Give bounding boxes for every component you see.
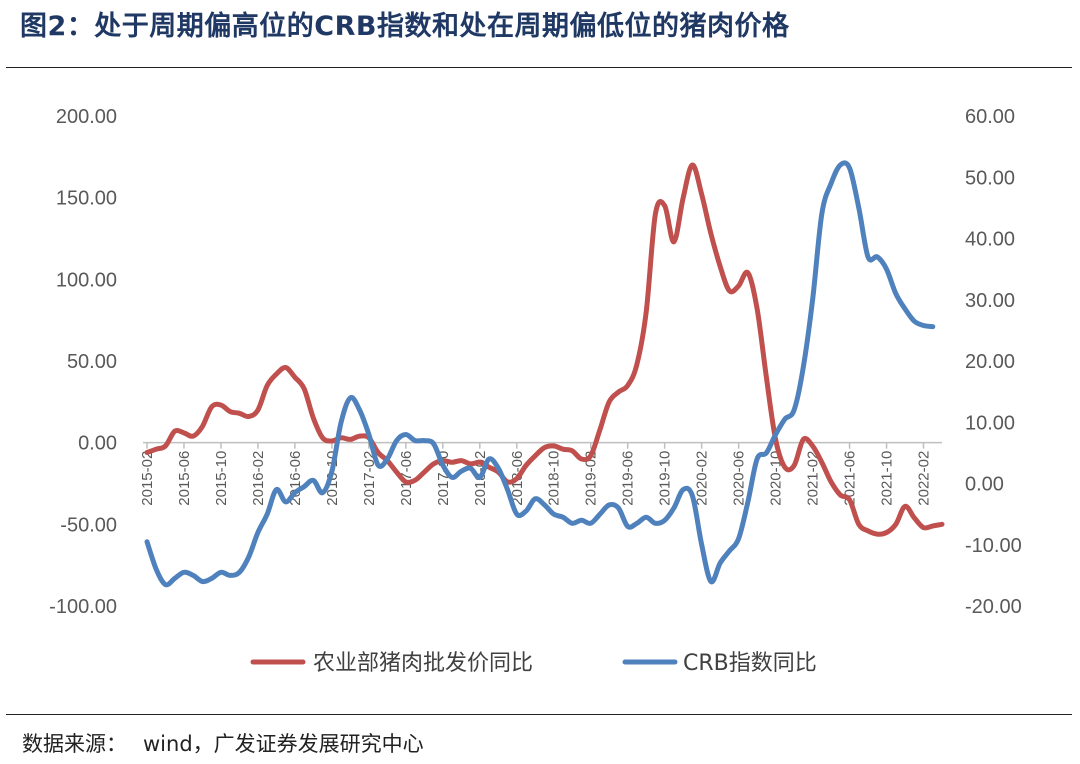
x-tick-label: 2019-06 — [620, 451, 637, 506]
right-y-tick-label: -20.00 — [965, 596, 1022, 618]
right-y-tick-label: 30.00 — [965, 290, 1015, 312]
left-y-tick-label: -100.00 — [49, 596, 117, 618]
bottom-divider — [6, 714, 1072, 715]
right-y-axis: 60.00 50.00 40.00 30.00 20.00 10.00 0.00 -10.00… — [965, 106, 1022, 618]
series-layer — [144, 160, 945, 588]
right-y-tick-label: -10.00 — [965, 535, 1022, 557]
chart-title: 图2：处于周期偏高位的CRB指数和处在周期偏低位的猪肉价格 — [20, 11, 790, 42]
right-y-tick-label: 60.00 — [965, 106, 1015, 128]
x-tick-label: 2017-06 — [398, 451, 415, 506]
left-y-tick-label: 200.00 — [56, 106, 117, 128]
x-tick-label: 2022-02 — [916, 451, 933, 506]
series-line-pork — [144, 162, 945, 537]
x-tick-label: 2018-10 — [546, 451, 563, 506]
x-tick-label: 2019-10 — [657, 451, 674, 506]
x-tick-label: 2015-06 — [176, 451, 193, 506]
series-line-crb — [144, 160, 936, 588]
x-axis: 2015-02 2015-06 2015-10 2016-02 2016-06 2016-… — [139, 442, 933, 506]
right-y-tick-label: 0.00 — [965, 474, 1004, 496]
x-tick-label: 2020-02 — [694, 451, 711, 506]
left-y-axis: 200.00 150.00 100.00 50.00 0.00 -50.00 -100.00 — [49, 106, 117, 618]
source-note: 数据来源： wind，广发证券发展研究中心 — [22, 728, 424, 758]
legend-label-crb: CRB指数同比 — [683, 651, 817, 676]
legend: 农业部猪肉批发价同比 CRB指数同比 — [250, 651, 817, 676]
left-y-tick-label: -50.00 — [60, 514, 117, 536]
x-tick-label: 2017-02 — [361, 451, 378, 506]
left-y-tick-label: 150.00 — [56, 188, 117, 210]
x-tick-label: 2021-06 — [842, 451, 859, 506]
x-tick-label: 2021-02 — [805, 451, 822, 506]
left-y-tick-label: 100.00 — [56, 269, 117, 291]
right-y-tick-label: 20.00 — [965, 351, 1015, 373]
x-tick-label: 2019-02 — [583, 451, 600, 506]
legend-label-pork: 农业部猪肉批发价同比 — [313, 651, 533, 676]
left-y-tick-label: 50.00 — [67, 351, 117, 373]
x-tick-label: 2017-10 — [435, 451, 452, 506]
x-tick-label: 2015-02 — [139, 451, 156, 506]
right-y-tick-label: 40.00 — [965, 229, 1015, 251]
top-divider — [6, 67, 1072, 68]
right-y-tick-label: 10.00 — [965, 412, 1015, 434]
x-tick-label: 2016-02 — [250, 451, 267, 506]
x-tick-label: 2015-10 — [213, 451, 230, 506]
left-y-tick-label: 0.00 — [78, 433, 117, 455]
source-text: wind，广发证券发展研究中心 — [143, 732, 424, 756]
x-tick-label: 2021-10 — [879, 451, 896, 506]
source-label: 数据来源： — [22, 732, 127, 756]
x-tick-label: 2020-10 — [768, 451, 785, 506]
right-y-tick-label: 50.00 — [965, 167, 1015, 189]
chart-area: 200.00 150.00 100.00 50.00 0.00 -50.00 -100.00… — [49, 106, 1022, 676]
x-tick-label: 2020-06 — [731, 451, 748, 506]
